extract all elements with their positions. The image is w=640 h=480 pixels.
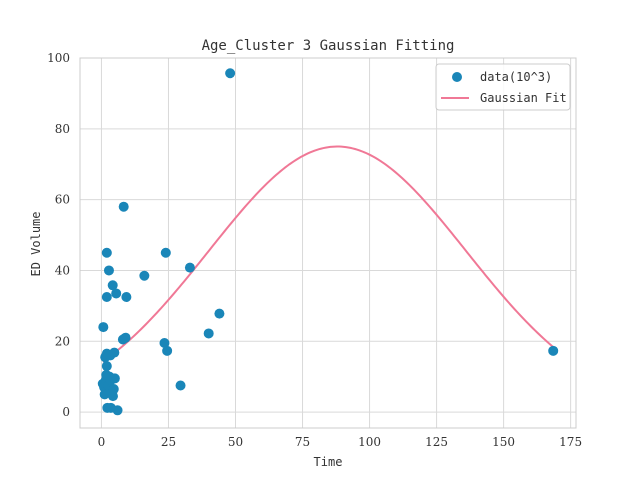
x-tick-label: 175 bbox=[559, 435, 582, 449]
y-tick-label: 100 bbox=[47, 51, 70, 65]
data-point bbox=[175, 380, 186, 391]
data-point bbox=[103, 265, 114, 276]
data-point bbox=[548, 345, 559, 356]
data-point bbox=[121, 291, 132, 302]
x-tick-label: 150 bbox=[492, 435, 515, 449]
x-tick-label: 125 bbox=[425, 435, 448, 449]
x-tick-labels: 0 25 50 75 100 125 150 175 bbox=[98, 435, 582, 449]
x-tick-label: 100 bbox=[358, 435, 381, 449]
legend-fit-label: Gaussian Fit bbox=[480, 91, 567, 105]
data-point bbox=[107, 280, 118, 291]
fit-curve-layer bbox=[102, 145, 554, 363]
data-point bbox=[184, 262, 195, 273]
data-point bbox=[225, 68, 236, 79]
data-points bbox=[97, 68, 559, 416]
data-point bbox=[118, 201, 129, 212]
legend-data-label-text: data(10^3) bbox=[480, 70, 552, 84]
data-point bbox=[112, 405, 123, 416]
y-tick-label: 20 bbox=[55, 334, 70, 348]
legend-data-label: data(10^3) bbox=[480, 70, 552, 84]
grid-lines bbox=[80, 57, 576, 428]
data-point bbox=[160, 247, 171, 258]
data-point bbox=[109, 347, 120, 358]
data-point bbox=[111, 288, 122, 299]
plot-frame bbox=[79, 57, 577, 429]
data-point bbox=[101, 247, 112, 258]
data-point bbox=[101, 291, 112, 302]
y-tick-label: 80 bbox=[55, 122, 70, 136]
data-point bbox=[139, 270, 150, 281]
chart-title: Age_Cluster 3 Gaussian Fitting bbox=[202, 38, 455, 54]
data-point bbox=[203, 328, 214, 339]
data-point bbox=[159, 338, 170, 349]
legend-box bbox=[435, 63, 571, 111]
data-point bbox=[162, 345, 173, 356]
x-axis-title: Time bbox=[314, 455, 343, 469]
y-tick-label: 60 bbox=[55, 193, 70, 207]
x-tick-label: 0 bbox=[98, 435, 106, 449]
data-point bbox=[98, 322, 109, 333]
y-tick-label: 40 bbox=[55, 263, 70, 277]
y-tick-label: 0 bbox=[62, 405, 70, 419]
data-point bbox=[101, 361, 112, 372]
data-point bbox=[214, 308, 225, 319]
x-tick-label: 75 bbox=[295, 435, 310, 449]
legend: data(10^3) Gaussian Fit bbox=[435, 63, 571, 111]
y-tick-labels: 0 20 40 60 80 100 bbox=[47, 51, 70, 419]
legend-data-marker bbox=[452, 72, 462, 82]
x-tick-label: 50 bbox=[228, 435, 243, 449]
x-tick-label: 25 bbox=[161, 435, 176, 449]
data-point bbox=[109, 373, 120, 384]
data-point bbox=[120, 332, 131, 343]
gaussian-fit-line bbox=[102, 145, 554, 363]
y-axis-title: ED Volume bbox=[29, 211, 43, 276]
data-point bbox=[108, 384, 119, 395]
data-point bbox=[99, 389, 110, 400]
